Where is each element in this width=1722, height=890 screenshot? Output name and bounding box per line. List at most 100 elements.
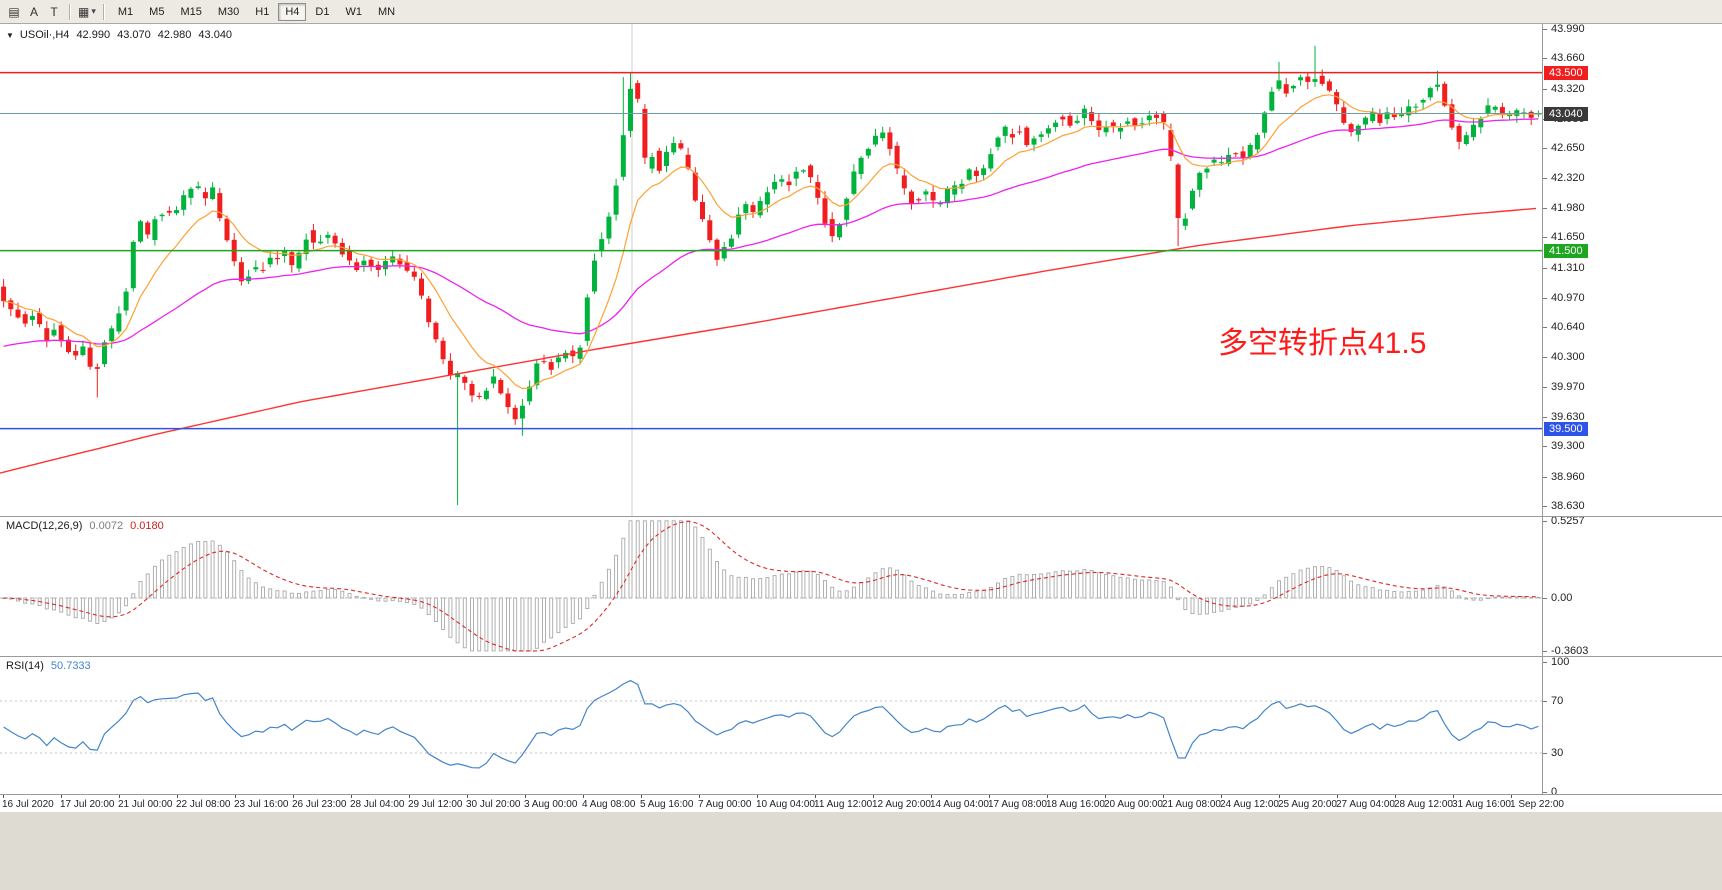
time-axis-label: 30 Jul 20:00 bbox=[466, 799, 521, 810]
price-chart-panel[interactable]: ▼ USOil·,H4 42.990 43.070 42.980 43.040 … bbox=[0, 24, 1542, 516]
rsi-indicator-name: RSI(14) bbox=[6, 660, 44, 672]
time-axis-tick bbox=[61, 795, 62, 798]
price-axis-label: 43.320 bbox=[1551, 82, 1585, 95]
charts-icon[interactable]: ▤ bbox=[8, 4, 20, 19]
time-axis-tick bbox=[1279, 795, 1280, 798]
macd-panel[interactable]: MACD(12,26,9) 0.0072 0.0180 bbox=[0, 517, 1542, 656]
axis-tick bbox=[1543, 237, 1547, 239]
time-axis-label: 16 Jul 2020 bbox=[2, 799, 54, 810]
panel-separator[interactable] bbox=[0, 656, 1722, 657]
axis-tick bbox=[1543, 357, 1547, 359]
axis-tick bbox=[1543, 753, 1547, 754]
timeframe-button-h1[interactable]: H1 bbox=[255, 5, 270, 18]
time-axis-tick bbox=[119, 795, 120, 798]
time-axis-tick bbox=[3, 795, 4, 798]
collapse-icon[interactable]: ▼ bbox=[6, 30, 14, 40]
price-axis-label: 40.970 bbox=[1551, 291, 1585, 304]
timeframe-button-mn[interactable]: MN bbox=[377, 5, 396, 18]
time-axis-label: 23 Jul 16:00 bbox=[234, 799, 289, 810]
chart-header: ▼ USOil·,H4 42.990 43.070 42.980 43.040 bbox=[6, 29, 232, 41]
time-axis-label: 17 Jul 20:00 bbox=[60, 799, 115, 810]
timeframe-button-d1[interactable]: D1 bbox=[315, 5, 330, 18]
symbol-timeframe-label: USOil·,H4 bbox=[19, 29, 70, 41]
price-axis-label: 41.650 bbox=[1551, 231, 1585, 244]
timeframe-button-h4[interactable]: H4 bbox=[278, 2, 307, 21]
time-axis-tick bbox=[235, 795, 236, 798]
time-axis-label: 14 Aug 04:00 bbox=[930, 799, 989, 810]
price-axis-label: 42.650 bbox=[1551, 142, 1585, 155]
axis-tick bbox=[1543, 417, 1547, 418]
footer-area bbox=[0, 812, 1722, 890]
axis-tick bbox=[1543, 506, 1547, 507]
axis-tick bbox=[1543, 207, 1547, 209]
macd-indicator-name: MACD(12,26,9) bbox=[6, 520, 83, 532]
macd-value: 0.0072 bbox=[89, 520, 124, 532]
price-axis-label: 38.630 bbox=[1551, 500, 1585, 512]
panel-separator bbox=[0, 794, 1722, 795]
rsi-value: 50.7333 bbox=[50, 660, 91, 672]
price-axis-label: 43.660 bbox=[1551, 52, 1585, 65]
rsi-axis-label: 100 bbox=[1551, 656, 1570, 668]
price-axis-label: 40.640 bbox=[1551, 321, 1585, 334]
time-axis: 16 Jul 2020 17 Jul 20:00 21 Jul 00:00 22 Ju… bbox=[0, 795, 1722, 812]
time-axis-label: 5 Aug 16:00 bbox=[640, 799, 694, 810]
macd-label-row: MACD(12,26,9) 0.0072 0.0180 bbox=[6, 520, 164, 532]
price-axis-label: 39.630 bbox=[1551, 411, 1585, 423]
macd-signal-value: 0.0180 bbox=[130, 520, 164, 532]
time-axis-label: 18 Aug 16:00 bbox=[1046, 799, 1105, 810]
toolbar: ▤ A T ▦ ▾ M1 M5 M15 M30 H1 H4 D1 W1 MN bbox=[0, 0, 1722, 24]
time-axis-tick bbox=[699, 795, 700, 798]
time-axis-label: 21 Jul 00:00 bbox=[118, 799, 173, 810]
time-axis-tick bbox=[1047, 795, 1048, 798]
price-axis-label: 39.300 bbox=[1551, 440, 1585, 453]
time-axis-label: 26 Jul 23:00 bbox=[292, 799, 347, 810]
axis-tick bbox=[1543, 297, 1547, 299]
candlestick-chart[interactable] bbox=[0, 24, 1542, 516]
time-axis-label: 28 Aug 12:00 bbox=[1394, 799, 1453, 810]
timeframe-button-m1[interactable]: M1 bbox=[117, 5, 134, 18]
axis-tick bbox=[1543, 29, 1547, 30]
axis-tick bbox=[1543, 58, 1547, 60]
time-axis-tick bbox=[177, 795, 178, 798]
macd-chart[interactable] bbox=[0, 517, 1542, 656]
panel-separator[interactable] bbox=[0, 516, 1722, 517]
indicators-grid-icon: ▦ bbox=[78, 4, 90, 19]
time-axis-tick bbox=[873, 795, 874, 798]
time-axis-tick bbox=[409, 795, 410, 798]
time-axis-label: 11 Aug 12:00 bbox=[814, 799, 873, 810]
time-axis-tick bbox=[583, 795, 584, 798]
time-axis-label: 25 Aug 20:00 bbox=[1278, 799, 1337, 810]
time-axis-label: 4 Aug 08:00 bbox=[582, 799, 636, 810]
rsi-chart[interactable] bbox=[0, 657, 1542, 794]
toolbar-separator bbox=[69, 3, 71, 20]
axis-tick bbox=[1543, 650, 1547, 652]
ohlc-low: 42.980 bbox=[157, 29, 192, 41]
timeframe-button-w1[interactable]: W1 bbox=[345, 5, 362, 18]
chart-annotation: 多空转折点41.5 bbox=[1218, 327, 1427, 360]
time-axis-tick bbox=[1395, 795, 1396, 798]
time-axis-tick bbox=[467, 795, 468, 798]
timeframe-button-m30[interactable]: M30 bbox=[217, 5, 240, 18]
time-axis-tick bbox=[931, 795, 932, 798]
time-axis-label: 29 Jul 12:00 bbox=[408, 799, 463, 810]
time-axis-tick bbox=[293, 795, 294, 798]
indicators-icon[interactable]: ▦ ▾ bbox=[76, 3, 98, 21]
macd-axis-label: -0.3603 bbox=[1551, 644, 1589, 657]
time-axis-label: 7 Aug 00:00 bbox=[698, 799, 752, 810]
rsi-panel[interactable]: RSI(14) 50.7333 bbox=[0, 657, 1542, 794]
text-box-icon[interactable]: T bbox=[50, 4, 58, 19]
timeframe-button-m5[interactable]: M5 bbox=[149, 5, 165, 18]
time-axis-tick bbox=[641, 795, 642, 798]
text-label-icon[interactable]: A bbox=[29, 4, 38, 19]
axis-tick bbox=[1543, 598, 1547, 599]
toolbar-separator bbox=[102, 3, 105, 20]
time-axis-tick bbox=[1163, 795, 1164, 798]
macd-axis-label: 0.00 bbox=[1551, 592, 1573, 604]
timeframe-button-m15[interactable]: M15 bbox=[180, 5, 202, 18]
price-axis-label: 39.970 bbox=[1551, 380, 1585, 393]
ohlc-close: 43.040 bbox=[198, 29, 233, 41]
timeframe-buttons: M1 M5 M15 M30 H1 H4 D1 W1 MN bbox=[110, 2, 403, 21]
ohlc-high: 43.070 bbox=[117, 29, 151, 41]
rsi-axis-label: 30 bbox=[1551, 747, 1564, 759]
